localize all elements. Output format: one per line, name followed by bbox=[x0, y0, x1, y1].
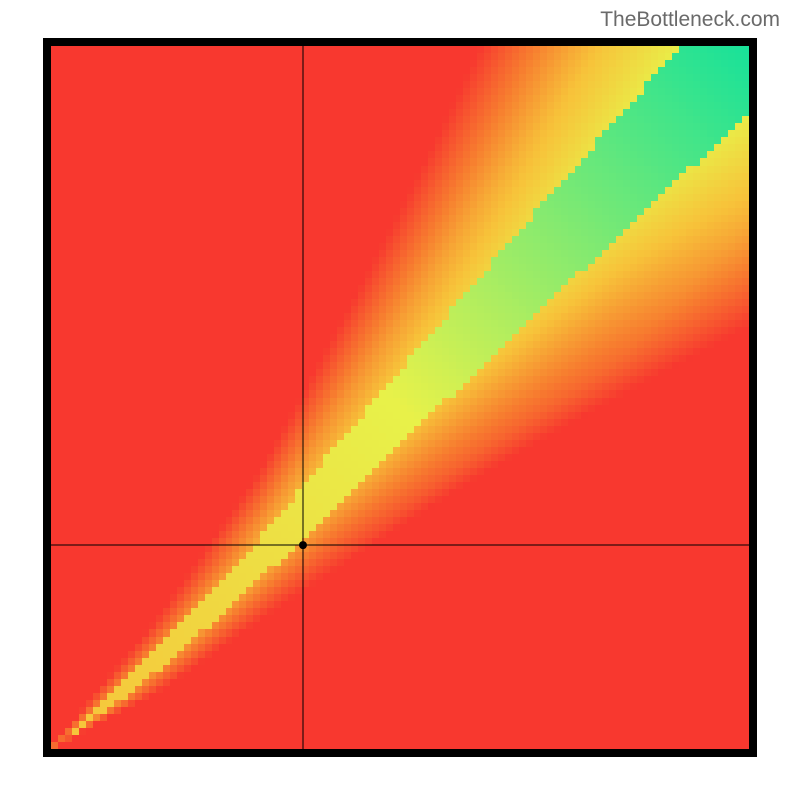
watermark-text: TheBottleneck.com bbox=[600, 8, 780, 32]
crosshair-overlay bbox=[43, 38, 757, 757]
chart-container: TheBottleneck.com bbox=[0, 0, 800, 800]
crosshair-point bbox=[299, 541, 307, 549]
plot-frame bbox=[43, 38, 757, 757]
